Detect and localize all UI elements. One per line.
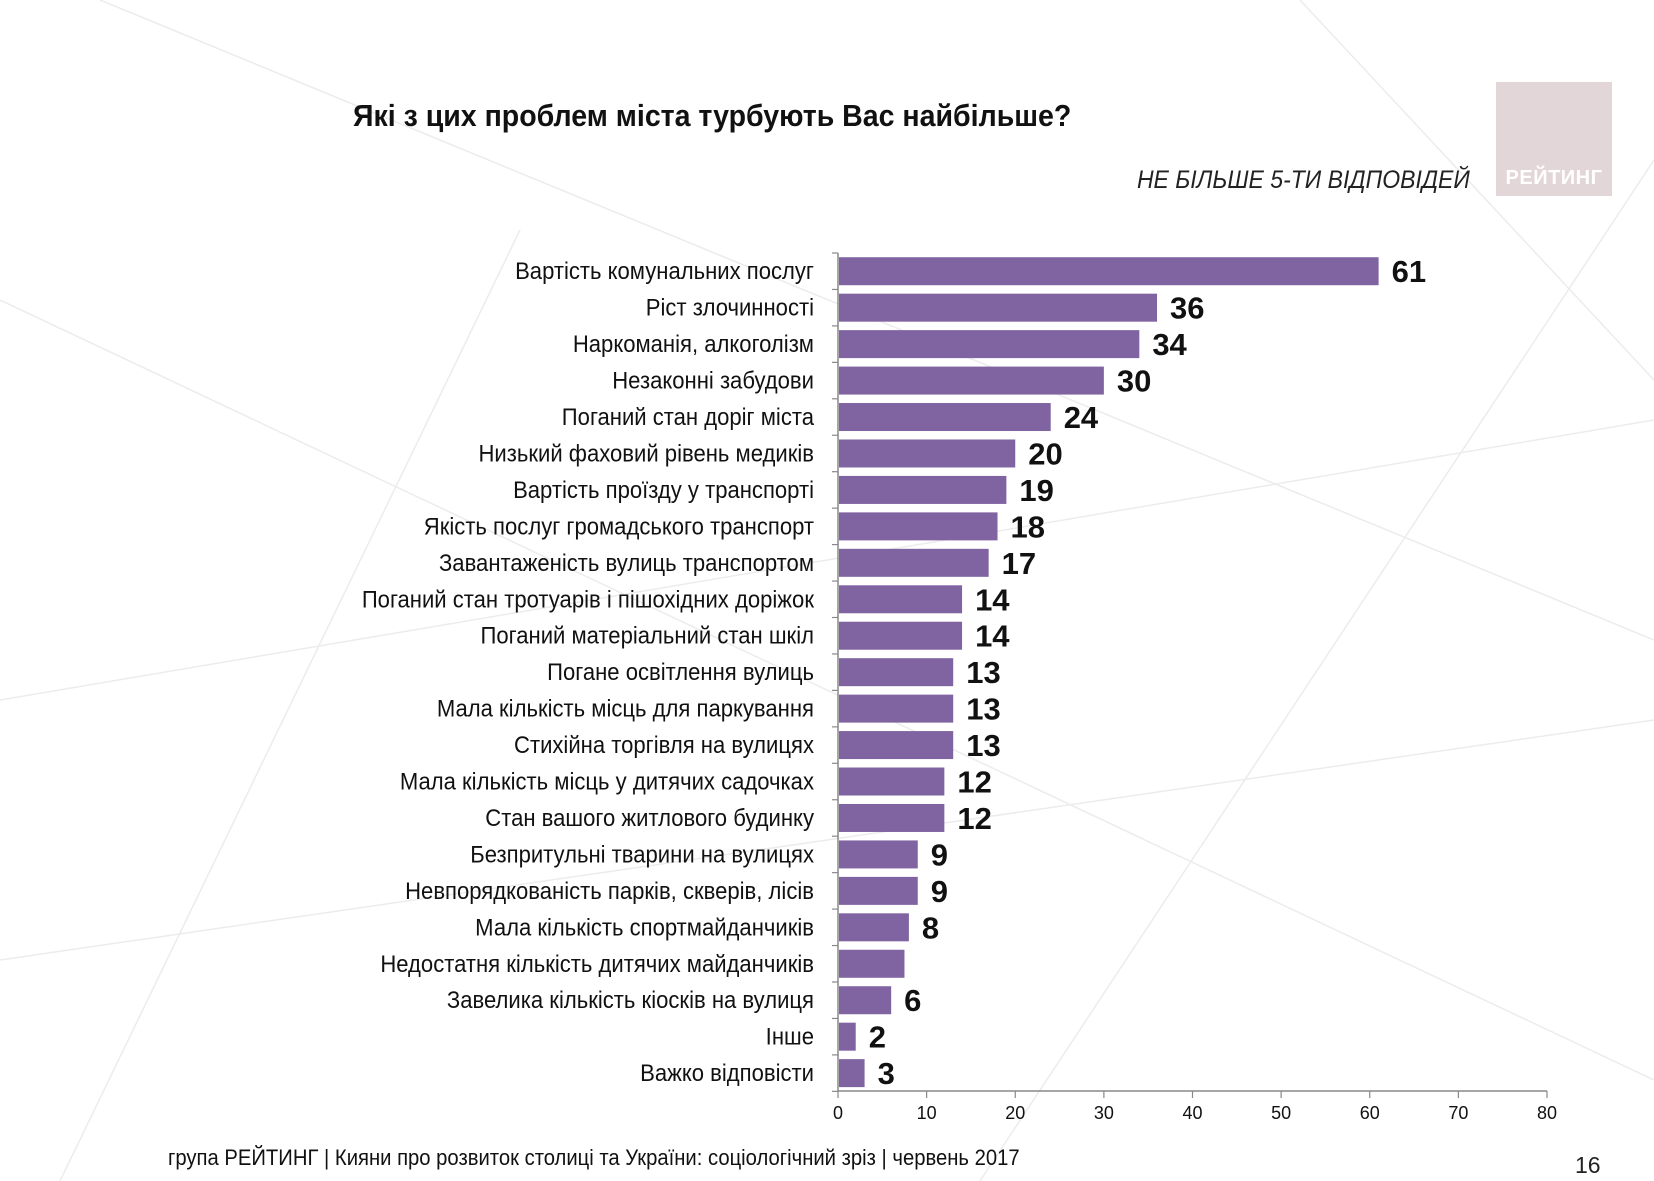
bar	[839, 949, 905, 978]
value-label: 13	[966, 692, 1000, 727]
value-label: 18	[1011, 509, 1045, 544]
page-number: 16	[1575, 1152, 1601, 1178]
value-label: 12	[957, 765, 991, 800]
x-tick-label: 0	[833, 1103, 843, 1123]
bar	[839, 1022, 856, 1051]
bar	[839, 439, 1016, 468]
category-label: Низький фаховий рівень медиків	[479, 440, 814, 467]
value-label: 30	[1117, 364, 1151, 399]
category-label: Невпорядкованість парків, скверів, лісів	[405, 877, 814, 904]
value-label: 17	[1002, 546, 1036, 581]
bar	[839, 403, 1051, 432]
value-label: 36	[1170, 291, 1204, 326]
category-label: Поганий матеріальний стан шкіл	[481, 622, 814, 649]
bar	[839, 257, 1379, 286]
bar	[839, 366, 1104, 395]
category-label: Недостатня кількість дитячих майданчиків	[380, 950, 814, 977]
value-label: 19	[1019, 473, 1053, 508]
value-label: 3	[878, 1056, 895, 1091]
answer-limit-note: НЕ БІЛЬШЕ 5-ТИ ВІДПОВІДЕЙ	[1137, 166, 1470, 194]
x-tick-label: 70	[1448, 1103, 1468, 1123]
bar	[839, 767, 945, 796]
value-label: 12	[957, 801, 991, 836]
category-label: Мала кількість спортмайданчиків	[475, 913, 814, 940]
value-label: 14	[975, 619, 1010, 654]
x-tick-label: 30	[1094, 1103, 1114, 1123]
bar	[839, 1059, 865, 1088]
category-label: Стихійна торгівля на вулицях	[514, 731, 814, 758]
x-tick-label: 60	[1360, 1103, 1380, 1123]
category-label: Мала кількість місць для паркування	[437, 695, 814, 722]
value-label: 34	[1152, 327, 1187, 362]
x-tick-label: 40	[1182, 1103, 1202, 1123]
category-label: Безпритульні тварини на вулицях	[470, 841, 814, 868]
bar	[839, 876, 918, 905]
category-label: Важко відповісти	[640, 1059, 814, 1086]
category-label: Погане освітлення вулиць	[547, 658, 814, 685]
category-label: Мала кількість місць у дитячих садочках	[400, 768, 815, 795]
bar	[839, 731, 954, 760]
bar	[839, 330, 1140, 359]
bar	[839, 475, 1007, 504]
bar	[839, 694, 954, 723]
x-tick-label: 50	[1271, 1103, 1291, 1123]
page-title: Які з цих проблем міста турбують Вас най…	[353, 98, 1072, 133]
logo-text: РЕЙТИНГ	[1505, 167, 1603, 189]
category-label: Наркоманія, алкоголізм	[573, 330, 814, 357]
category-label: Вартість проїзду у транспорті	[513, 476, 814, 503]
value-label: 2	[869, 1020, 886, 1055]
footer-source: група РЕЙТИНГ | Кияни про розвиток столи…	[168, 1145, 1020, 1170]
x-tick-label: 10	[917, 1103, 937, 1123]
value-label: 9	[931, 874, 948, 909]
category-label: Стан вашого житлового будинку	[485, 804, 814, 831]
bar	[839, 986, 892, 1015]
category-label: Поганий стан тротуарів і пішохідних дорі…	[362, 585, 815, 612]
value-label: 14	[975, 582, 1010, 617]
bar	[839, 548, 989, 577]
x-tick-label: 20	[1005, 1103, 1025, 1123]
category-label: Завелика кількість кіосків на вулиця	[447, 986, 814, 1013]
value-label: 13	[966, 728, 1000, 763]
bar	[839, 840, 918, 869]
rating-logo: РЕЙТИНГ	[1496, 82, 1612, 196]
category-label: Інше	[766, 1023, 814, 1050]
bar	[839, 585, 963, 614]
category-label: Поганий стан доріг міста	[562, 403, 814, 430]
category-label: Вартість комунальних послуг	[515, 257, 814, 284]
category-label: Незаконні забудови	[612, 367, 814, 394]
bar	[839, 913, 909, 942]
value-label: 61	[1392, 254, 1426, 289]
value-label: 20	[1028, 436, 1062, 471]
bar	[839, 658, 954, 687]
value-label: 8	[922, 910, 939, 945]
bar	[839, 293, 1158, 322]
value-label: 24	[1064, 400, 1099, 435]
bar	[839, 803, 945, 832]
bar	[839, 621, 963, 650]
category-label: Ріст злочинності	[646, 294, 814, 321]
category-label: Завантаженість вулиць транспортом	[439, 549, 814, 576]
value-label: 6	[904, 983, 921, 1018]
category-label: Якість послуг громадського транспорт	[424, 513, 815, 540]
x-tick-label: 80	[1537, 1103, 1557, 1123]
value-label: 13	[966, 655, 1000, 690]
bar	[839, 512, 998, 541]
value-label: 9	[931, 837, 948, 872]
